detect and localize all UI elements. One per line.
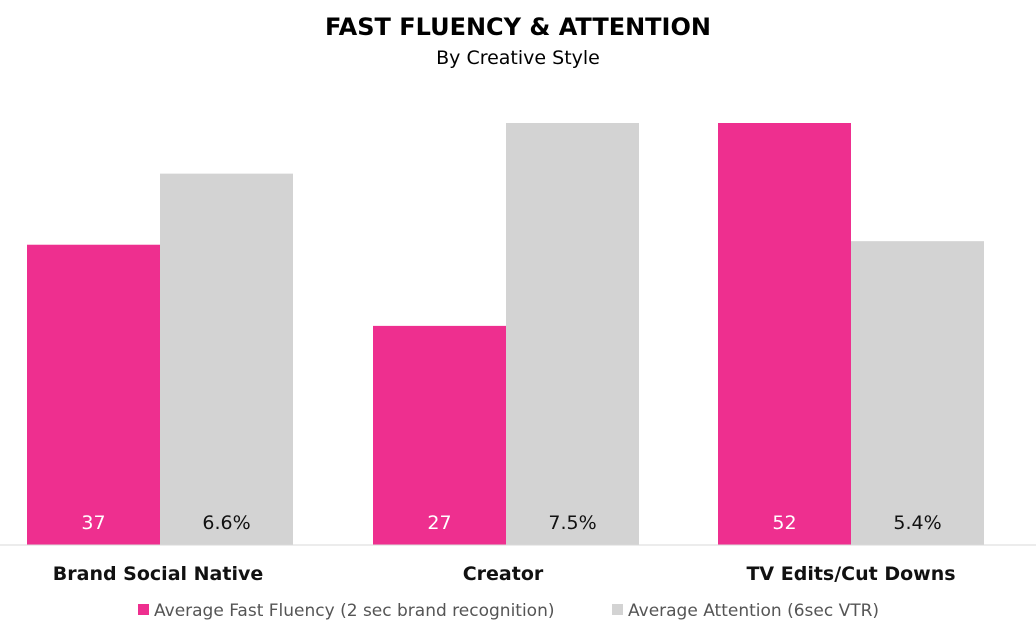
data-label-fluency-1: 27 [427, 512, 451, 534]
bar-fluency-2 [718, 123, 851, 545]
chart-subtitle: By Creative Style [436, 47, 600, 69]
data-label-attention-2: 5.4% [893, 512, 941, 534]
legend-label-0: Average Fast Fluency (2 sec brand recogn… [154, 601, 555, 621]
category-label-2: TV Edits/Cut Downs [746, 563, 955, 585]
category-labels: Brand Social Native Creator TV Edits/Cut D… [53, 563, 956, 585]
bar-attention-1 [506, 123, 639, 545]
legend: Average Fast Fluency (2 sec brand recogn… [138, 601, 879, 621]
category-label-1: Creator [463, 563, 544, 585]
data-label-attention-1: 7.5% [548, 512, 596, 534]
data-label-attention-0: 6.6% [202, 512, 250, 534]
data-label-fluency-2: 52 [772, 512, 796, 534]
data-label-fluency-0: 37 [81, 512, 105, 534]
bars-group: 37 6.6% 27 7.5% 52 5.4% [27, 123, 984, 545]
legend-label-1: Average Attention (6sec VTR) [628, 601, 879, 621]
category-label-0: Brand Social Native [53, 563, 263, 585]
legend-swatch-1 [612, 604, 623, 615]
bar-attention-0 [160, 173, 293, 545]
chart-title: FAST FLUENCY & ATTENTION [325, 13, 711, 41]
bar-fluency-0 [27, 244, 160, 545]
legend-swatch-0 [138, 604, 149, 615]
bar-attention-2 [851, 241, 984, 545]
bar-fluency-1 [373, 325, 506, 545]
